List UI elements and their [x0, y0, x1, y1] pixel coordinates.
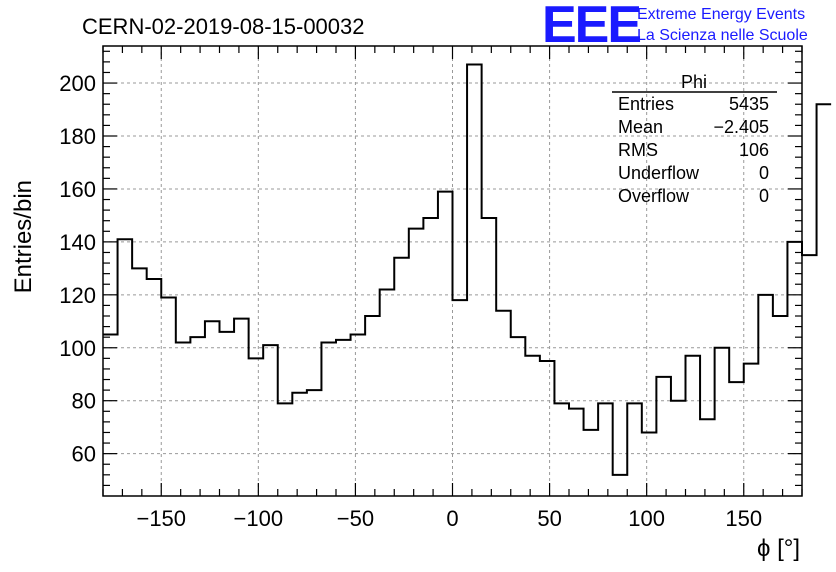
x-tick-label: −100	[234, 506, 284, 531]
chart-title: CERN-02-2019-08-15-00032	[82, 14, 365, 39]
x-tick-label: 150	[725, 506, 762, 531]
stats-label-overflow: Overflow	[618, 186, 690, 206]
histogram-series	[103, 63, 832, 476]
y-tick-label: 100	[59, 336, 96, 361]
y-tick-label: 140	[59, 230, 96, 255]
logo-mark: EEE	[542, 0, 640, 54]
x-tick-label: 50	[537, 506, 561, 531]
y-tick-label: 60	[72, 442, 96, 467]
stats-label-entries: Entries	[618, 94, 674, 114]
x-tick-label: −50	[337, 506, 374, 531]
grid-lines	[103, 46, 802, 496]
y-tick-labels: 60 80 100 120 140 160 180 200	[59, 71, 96, 467]
x-tick-labels: −150 −100 −50 0 50 100 150	[136, 506, 762, 531]
x-tick-label: −150	[136, 506, 186, 531]
logo-line-1: Extreme Energy Events	[637, 6, 805, 23]
stats-value-rms: 106	[739, 140, 769, 160]
y-tick-label: 80	[72, 389, 96, 414]
stats-value-entries: 5435	[729, 94, 769, 114]
y-axis-title: Entries/bin	[10, 180, 37, 293]
stats-title: Phi	[681, 72, 707, 92]
stats-label-underflow: Underflow	[618, 163, 700, 183]
eee-logo: EEE Extreme Energy Events La Scienza nel…	[542, 0, 808, 54]
stats-label-mean: Mean	[618, 117, 663, 137]
stats-value-underflow: 0	[759, 163, 769, 183]
axis-ticks	[102, 46, 803, 496]
stats-value-mean: −2.405	[713, 117, 769, 137]
stats-box: Phi Entries 5435 Mean −2.405 RMS 106 Und…	[612, 72, 777, 206]
y-tick-label: 120	[59, 283, 96, 308]
x-tick-label: 0	[446, 506, 458, 531]
x-tick-label: 100	[628, 506, 665, 531]
x-axis-title: ϕ [°]	[757, 535, 800, 562]
logo-line-2: La Scienza nelle Scuole	[637, 27, 808, 44]
y-tick-label: 160	[59, 177, 96, 202]
stats-label-rms: RMS	[618, 140, 658, 160]
y-tick-label: 180	[59, 124, 96, 149]
y-tick-label: 200	[59, 71, 96, 96]
stats-value-overflow: 0	[759, 186, 769, 206]
